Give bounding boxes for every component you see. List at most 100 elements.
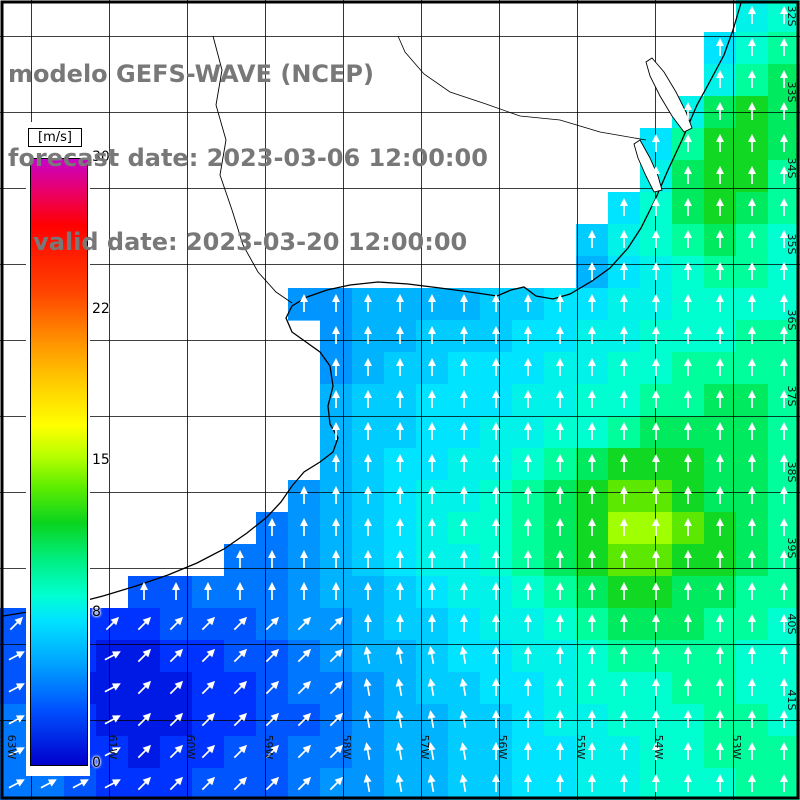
wave-direction-arrow [460,390,468,408]
wave-direction-arrow [684,262,692,280]
wave-direction-arrow [748,198,756,216]
wave-direction-arrow [716,742,724,760]
wave-direction-arrow [492,486,500,504]
wave-direction-arrow [396,614,404,632]
wave-direction-arrow [780,454,788,472]
wave-direction-arrow [652,518,660,536]
wave-direction-arrow [684,742,692,760]
wave-direction-arrow [588,486,596,504]
wave-direction-arrow [396,422,404,440]
lat-tick-label: 38S [785,462,798,483]
wave-direction-arrow [492,518,500,536]
wave-direction-arrow [8,651,25,661]
wave-direction-arrow [716,646,724,664]
lat-tick-label: 32S [785,6,798,27]
wave-direction-arrow [363,710,372,729]
wave-direction-arrow [652,262,660,280]
wave-direction-arrow [395,646,404,665]
wave-direction-arrow [780,166,788,184]
wave-direction-arrow [780,294,788,312]
wave-direction-arrow [780,198,788,216]
wave-direction-arrow [300,550,308,568]
wave-direction-arrow [556,646,564,664]
wave-direction-arrow [460,454,468,472]
wave-direction-arrow [652,614,660,632]
wave-direction-arrow [524,646,532,664]
wave-direction-arrow [684,230,692,248]
wave-direction-arrow [104,747,121,757]
wave-direction-arrow [427,742,436,761]
wave-direction-arrow [395,710,404,729]
colorbar-tick-label: 8 [92,603,101,620]
wave-direction-arrow [684,102,692,120]
wave-direction-arrow [363,678,372,697]
wave-direction-arrow [427,646,436,665]
wave-direction-arrow [684,550,692,568]
colorbar-tick-label: 30 [92,149,110,165]
lat-tick-label: 41S [785,690,798,711]
wave-direction-arrow [556,358,564,376]
lon-tick-label: 57W [418,735,431,760]
lat-tick-label: 37S [785,386,798,407]
wave-direction-arrow [332,454,340,472]
wave-direction-arrow [620,582,628,600]
wave-direction-arrow [492,582,500,600]
wave-direction-arrow [556,518,564,536]
wave-direction-arrow [428,582,436,600]
colorbar-unit-label: [m/s] [28,128,82,147]
wave-direction-arrow [780,230,788,248]
lon-tick-label: 60W [184,735,197,760]
wave-direction-arrow [395,678,404,697]
wave-direction-arrow [620,230,628,248]
wave-direction-arrow [524,550,532,568]
lon-tick-label: 61W [106,735,119,760]
wave-direction-arrow [428,294,436,312]
wave-direction-arrow [716,230,724,248]
wave-direction-arrow [460,582,468,600]
wave-direction-arrow [716,710,724,728]
wave-direction-arrow [588,774,596,792]
wave-direction-arrow [427,774,436,793]
wave-direction-arrow [104,779,121,789]
wave-direction-arrow [364,486,372,504]
wave-direction-arrow [588,454,596,472]
wave-direction-arrow [716,550,724,568]
wave-direction-arrow [364,390,372,408]
wave-direction-arrow [492,326,500,344]
wave-direction-arrow [300,582,308,600]
wave-direction-arrow [428,326,436,344]
wave-direction-arrow [716,102,724,120]
lon-tick-label: 55W [574,735,587,760]
wave-direction-arrow [780,774,788,792]
wave-direction-arrow [780,358,788,376]
wave-direction-arrow [524,582,532,600]
wave-direction-arrow [460,486,468,504]
wave-direction-arrow [684,710,692,728]
wave-direction-arrow [716,326,724,344]
wave-direction-arrow [204,582,212,600]
wave-direction-arrow [748,70,756,88]
wave-direction-arrow [492,774,500,792]
wave-direction-arrow [524,358,532,376]
wave-direction-arrow [620,518,628,536]
wave-direction-arrow [652,454,660,472]
wave-direction-arrow [620,486,628,504]
wave-direction-arrow [364,550,372,568]
wave-direction-arrow [748,134,756,152]
wave-direction-arrow [300,486,308,504]
wave-direction-arrow [428,358,436,376]
wave-direction-arrow [396,294,404,312]
wave-direction-arrow [684,486,692,504]
wave-direction-arrow [748,6,756,24]
wave-direction-arrow [588,582,596,600]
colorbar-tick-label: 0 [92,755,101,771]
wave-direction-arrow [460,326,468,344]
wave-direction-arrow [652,230,660,248]
wave-direction-arrow [588,646,596,664]
wave-direction-arrow [684,774,692,792]
wave-direction-arrow [716,38,724,56]
wave-direction-arrow [716,774,724,792]
wave-direction-arrow [104,715,121,725]
wave-direction-arrow [620,774,628,792]
wave-direction-arrow [780,134,788,152]
